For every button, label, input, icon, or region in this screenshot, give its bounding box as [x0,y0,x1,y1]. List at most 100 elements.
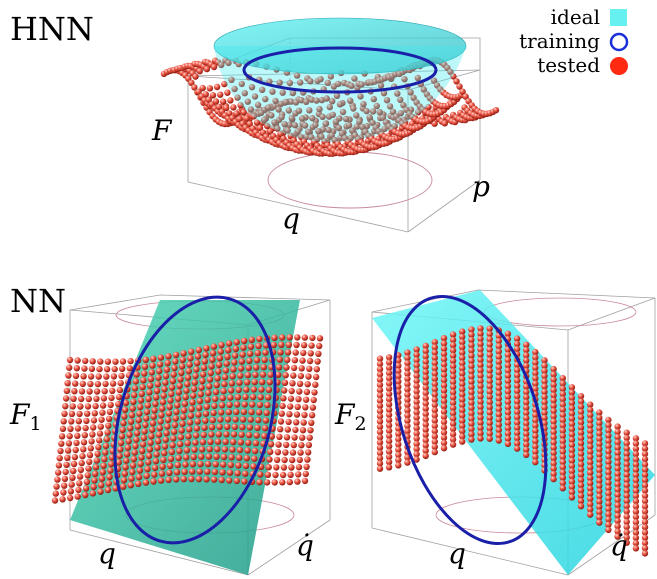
tested-sphere [404,370,411,377]
tested-sphere [175,454,182,462]
tested-sphere [201,424,208,431]
tested-sphere [218,476,225,484]
tested-sphere [66,432,73,440]
tested-sphere [459,427,466,435]
tested-sphere [133,429,141,437]
tested-sphere [459,380,466,388]
tested-sphere [86,388,93,395]
tested-sphere [449,373,457,380]
tested-sphere [165,353,172,360]
tested-sphere [477,340,484,348]
tested-sphere [431,338,438,346]
tested-sphere [67,494,74,502]
tested-sphere [477,325,484,332]
tested-sphere [440,361,448,368]
tested-sphere [504,388,512,395]
tested-sphere [150,355,157,362]
tested-sphere [641,497,649,505]
tested-sphere [287,132,294,139]
tested-sphere [376,407,384,415]
tested-sphere [129,405,136,412]
tested-sphere [173,469,181,476]
tested-sphere [422,447,429,454]
nn-right-axis-y-label: q̇ [610,529,628,562]
tested-sphere [283,441,290,449]
tested-sphere [559,464,566,471]
tested-sphere [130,398,137,405]
tested-sphere [292,349,299,356]
tested-sphere [256,479,263,486]
tested-sphere [84,403,92,410]
tested-sphere [95,444,102,451]
tested-sphere [243,115,250,122]
tested-sphere [301,122,309,129]
tested-sphere [187,355,194,362]
tested-sphere [179,420,186,427]
tested-sphere [513,440,521,447]
tested-sphere [139,441,147,448]
tested-sphere [78,395,85,403]
tested-sphere [495,337,502,345]
tested-sphere [568,452,576,459]
tested-sphere [440,424,448,431]
tested-sphere [308,134,315,141]
tested-sphere [495,411,502,418]
tested-sphere [596,488,603,495]
tested-sphere [559,395,566,403]
hnn-training-curve [242,46,438,94]
tested-sphere [158,411,165,419]
tested-sphere [162,436,169,443]
tested-sphere [614,517,621,525]
tested-sphere [468,347,475,354]
tested-sphere [587,490,594,497]
tested-sphere [532,385,539,392]
tested-sphere [299,357,306,364]
tested-sphere [180,413,187,421]
tested-sphere [68,418,75,425]
tested-sphere [596,514,603,521]
tested-sphere [238,431,245,438]
tested-sphere [253,357,261,364]
tested-sphere [440,397,448,405]
tested-sphere [449,431,457,438]
tested-sphere [459,391,466,398]
tested-sphere [532,375,539,382]
tested-sphere [641,445,649,452]
tested-sphere [279,402,286,410]
tested-sphere [174,402,181,409]
tested-sphere [623,471,630,478]
tested-sphere [523,446,530,453]
tested-sphere [577,461,585,468]
tested-sphere [294,403,301,411]
tested-sphere [229,446,236,453]
tested-sphere [431,349,438,356]
tested-sphere [449,394,457,401]
tested-sphere [468,378,475,385]
legend-label-ideal: ideal [551,5,600,29]
tested-sphere [641,471,649,478]
tested-sphere [577,424,585,431]
tested-sphere [449,404,457,412]
tested-sphere [587,411,594,419]
tested-sphere [577,466,585,473]
tested-sphere [486,398,493,406]
tested-sphere [216,355,224,362]
tested-sphere [632,503,640,510]
tested-sphere [449,352,457,359]
tested-sphere [71,453,79,461]
tested-sphere [404,380,411,388]
tested-sphere [296,380,304,387]
tested-sphere [359,123,366,131]
tested-sphere [541,367,548,374]
tested-sphere [275,371,282,378]
tested-sphere [97,358,104,365]
nn-right-axis-z-label: F2 [334,398,367,435]
tested-sphere [459,375,466,382]
nn-left-axis-z-main: F [9,398,31,431]
tested-sphere [215,103,223,111]
tested-sphere [152,400,159,407]
tested-sphere [504,424,512,432]
tested-sphere [550,392,557,399]
tested-sphere [413,398,420,406]
tested-sphere [422,421,429,428]
